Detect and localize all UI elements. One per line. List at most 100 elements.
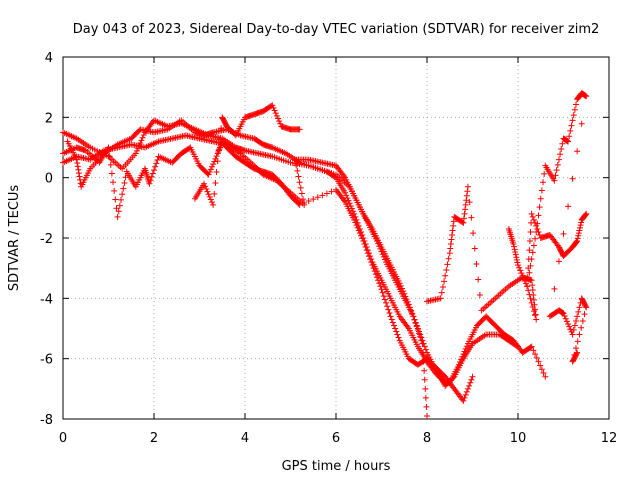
- data-point: [522, 280, 529, 287]
- data-point: [563, 318, 570, 325]
- data-point: [132, 150, 139, 157]
- data-point: [389, 319, 396, 326]
- data-point: [149, 170, 156, 177]
- data-point: [528, 256, 535, 263]
- data-point: [213, 169, 220, 176]
- data-point: [513, 254, 520, 261]
- data-point: [75, 166, 82, 173]
- data-point: [323, 190, 330, 197]
- data-point: [386, 310, 393, 317]
- data-point: [574, 148, 581, 155]
- data-point: [106, 153, 113, 160]
- y-tick-label: 2: [45, 111, 53, 126]
- data-point: [560, 230, 567, 237]
- data-point: [375, 240, 382, 247]
- data-point: [215, 147, 222, 154]
- data-point: [464, 385, 471, 392]
- data-point: [362, 244, 369, 251]
- data-point: [421, 343, 428, 350]
- data-point: [530, 216, 537, 223]
- data-point: [528, 210, 535, 217]
- data-point: [152, 163, 159, 170]
- data-point: [392, 325, 399, 332]
- data-point: [147, 177, 154, 184]
- data-point: [369, 262, 376, 269]
- data-point: [212, 179, 219, 186]
- y-tick-label: 4: [45, 51, 53, 66]
- data-point: [119, 191, 126, 198]
- data-point: [375, 277, 382, 284]
- data-point: [542, 373, 549, 380]
- data-point: [319, 192, 326, 199]
- data-point: [153, 160, 160, 167]
- data-point: [358, 232, 365, 239]
- data-point: [378, 248, 385, 255]
- data-point: [413, 323, 420, 330]
- data-point: [201, 180, 208, 187]
- data-point: [534, 225, 541, 232]
- data-point: [553, 167, 560, 174]
- data-point: [370, 265, 377, 272]
- data-point: [447, 245, 454, 252]
- data-point: [74, 163, 81, 170]
- data-point: [151, 167, 157, 174]
- data-point: [373, 238, 380, 245]
- data-point: [463, 388, 470, 395]
- data-point: [139, 134, 146, 141]
- data-point: [137, 139, 144, 146]
- series-track-f: [424, 183, 590, 323]
- data-point: [305, 198, 312, 205]
- data-point: [581, 311, 588, 318]
- data-point: [377, 245, 384, 252]
- x-axis-label: GPS time / hours: [282, 459, 391, 474]
- data-point: [569, 175, 576, 182]
- data-point: [148, 173, 155, 180]
- data-point: [525, 276, 532, 283]
- data-point: [121, 179, 128, 186]
- x-tick-label: 10: [510, 431, 527, 446]
- data-point: [420, 349, 427, 356]
- data-point: [567, 127, 574, 134]
- data-point: [582, 303, 589, 310]
- data-point: [207, 196, 214, 203]
- x-tick-label: 12: [601, 431, 618, 446]
- data-point: [76, 173, 83, 180]
- data-point: [110, 179, 117, 186]
- data-point: [297, 184, 304, 191]
- data-point: [578, 324, 585, 331]
- data-point: [575, 232, 582, 239]
- data-point: [537, 195, 544, 202]
- data-point: [525, 287, 532, 294]
- data-point: [417, 333, 424, 340]
- data-point: [569, 117, 576, 124]
- chart-title: Day 043 of 2023, Sidereal Day-to-day VTE…: [73, 22, 600, 37]
- data-point: [360, 238, 367, 245]
- data-point: [154, 156, 161, 163]
- data-point: [535, 358, 542, 365]
- data-point: [554, 161, 561, 168]
- data-point: [272, 110, 279, 117]
- data-point: [513, 342, 520, 349]
- data-point: [379, 289, 386, 296]
- data-point: [565, 320, 572, 327]
- data-marks: [60, 90, 590, 419]
- data-point: [111, 187, 118, 194]
- axis-ticks: [62, 56, 610, 420]
- data-point: [411, 316, 418, 323]
- data-point: [410, 313, 417, 320]
- data-point: [210, 201, 217, 208]
- data-point: [107, 161, 114, 168]
- data-point: [528, 299, 535, 306]
- data-point: [575, 230, 582, 237]
- data-point: [314, 194, 321, 201]
- data-point: [460, 215, 467, 222]
- data-point: [528, 277, 535, 284]
- data-point: [532, 311, 539, 318]
- data-point: [527, 344, 534, 351]
- data-point: [533, 354, 540, 361]
- data-point: [378, 286, 385, 293]
- y-tick-label: 0: [45, 172, 53, 187]
- data-point: [562, 315, 569, 322]
- data-point: [524, 283, 531, 290]
